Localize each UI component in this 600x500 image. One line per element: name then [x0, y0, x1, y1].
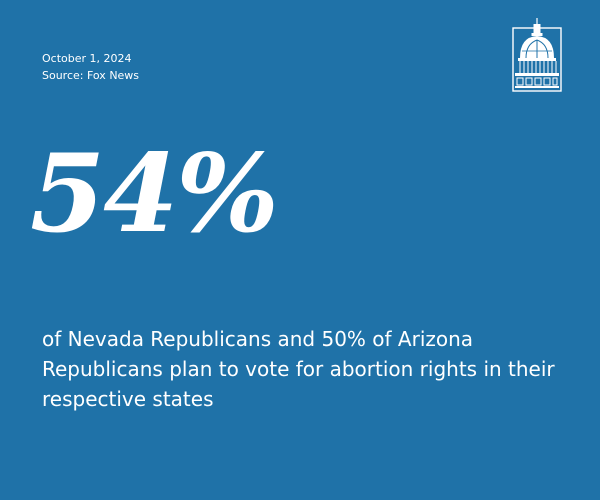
source-label: Source: Fox News: [42, 69, 140, 82]
meta-block: October 1, 2024 Source: Fox News: [42, 50, 139, 84]
capitol-dome-icon: [512, 18, 562, 92]
stat-description: of Nevada Republicans and 50% of Arizona…: [42, 327, 555, 411]
date-label: October 1, 2024: [42, 52, 132, 65]
stat-value: 54%: [30, 131, 279, 257]
